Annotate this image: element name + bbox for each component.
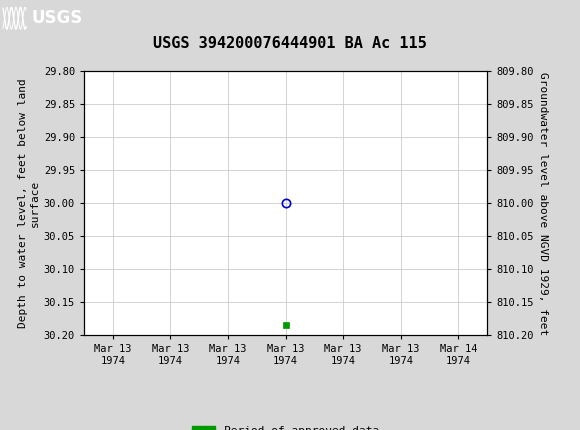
Text: USGS 394200076444901 BA Ac 115: USGS 394200076444901 BA Ac 115 [153, 36, 427, 50]
Legend: Period of approved data: Period of approved data [188, 422, 383, 430]
Text: USGS: USGS [32, 9, 83, 27]
Y-axis label: Groundwater level above NGVD 1929, feet: Groundwater level above NGVD 1929, feet [538, 71, 548, 335]
Y-axis label: Depth to water level, feet below land
surface: Depth to water level, feet below land su… [18, 78, 39, 328]
